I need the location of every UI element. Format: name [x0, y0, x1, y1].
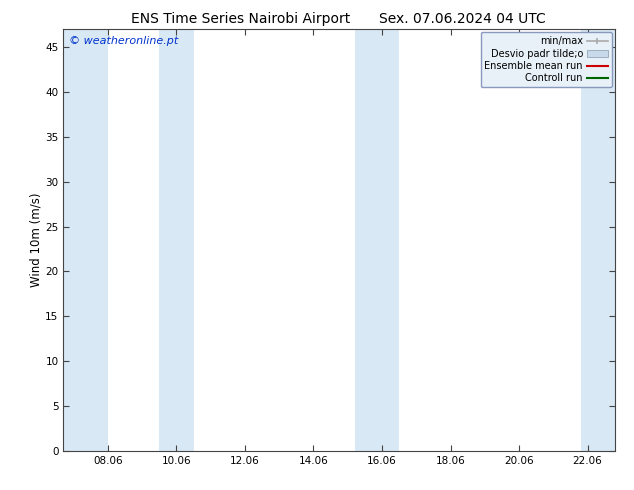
- Bar: [159, 29, 193, 451]
- Bar: [354, 29, 399, 451]
- Text: ENS Time Series Nairobi Airport: ENS Time Series Nairobi Airport: [131, 12, 351, 26]
- Y-axis label: Wind 10m (m/s): Wind 10m (m/s): [30, 193, 42, 287]
- Text: © weatheronline.pt: © weatheronline.pt: [69, 36, 178, 46]
- Bar: [581, 29, 615, 451]
- Legend: min/max, Desvio padr tilde;o, Ensemble mean run, Controll run: min/max, Desvio padr tilde;o, Ensemble m…: [481, 32, 612, 87]
- Text: Sex. 07.06.2024 04 UTC: Sex. 07.06.2024 04 UTC: [379, 12, 547, 26]
- Bar: [63, 29, 108, 451]
